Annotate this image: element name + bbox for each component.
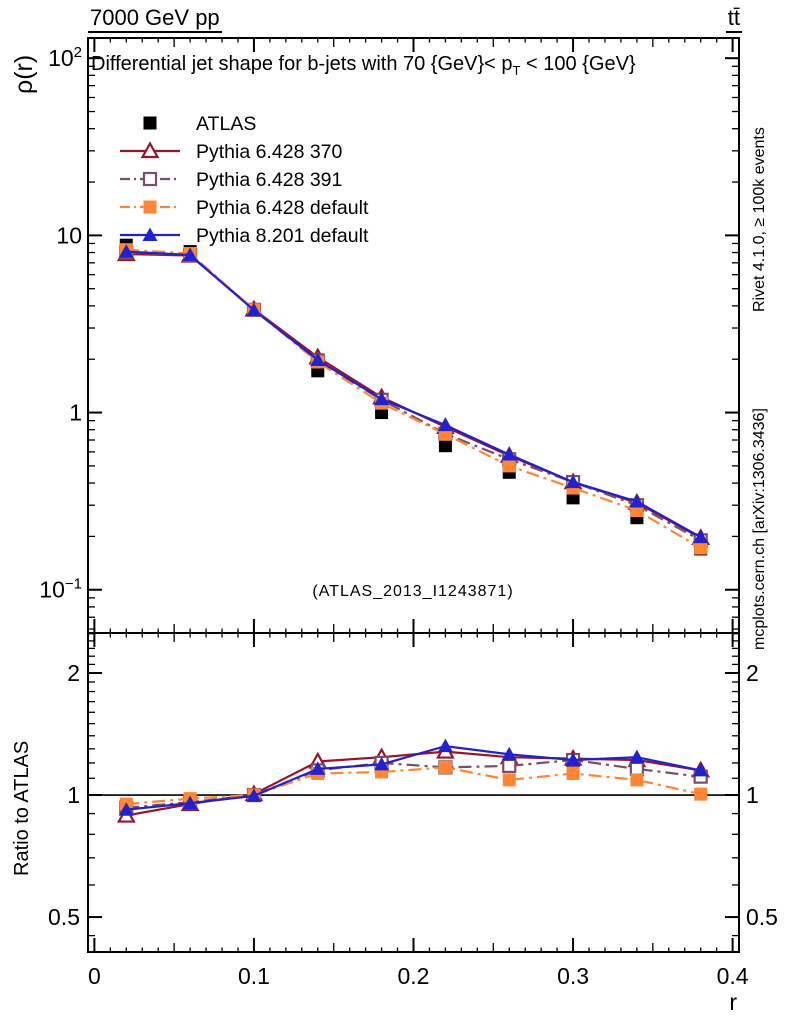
legend-label: Pythia 8.201 default <box>196 225 369 247</box>
rivet-version-note: Rivet 4.1.0, ≥ 100k events <box>751 127 768 312</box>
series-atlas <box>119 238 708 556</box>
ratio-axis-label: Ratio to ATLAS <box>11 741 33 876</box>
svg-text:0.5: 0.5 <box>48 904 80 930</box>
legend-row-pythia-8-201-default: Pythia 8.201 default <box>120 225 369 247</box>
svg-text:2: 2 <box>67 660 80 686</box>
legend-label: Pythia 6.428 default <box>196 197 369 219</box>
series-pythia-6-428-391 <box>119 245 708 815</box>
series-pythia-6-428-default <box>119 243 708 811</box>
svg-text:0: 0 <box>88 963 101 989</box>
svg-text:1: 1 <box>746 782 759 808</box>
legend-label: Pythia 6.428 391 <box>196 169 342 191</box>
svg-text:1: 1 <box>67 782 80 808</box>
svg-text:0.2: 0.2 <box>398 963 430 989</box>
plot-frames <box>87 37 740 953</box>
beam-energy-header: 7000 GeV pp <box>88 5 222 34</box>
svg-text:0.5: 0.5 <box>746 904 778 930</box>
x-axis-label: r <box>729 989 737 1015</box>
series-pythia-8-201-default <box>118 244 709 816</box>
panel-title: Differential jet shape for b-jets with 7… <box>91 53 737 78</box>
data-series <box>88 238 739 823</box>
axis-ticks <box>88 38 739 952</box>
panel-title-post: < 100 {GeV} <box>520 53 636 75</box>
legend-row-pythia-6-428-default: Pythia 6.428 default <box>120 197 369 219</box>
legend-label: Pythia 6.428 370 <box>196 141 343 163</box>
svg-text:10−1: 10−1 <box>39 576 82 603</box>
svg-text:10: 10 <box>56 222 82 248</box>
svg-text:0.3: 0.3 <box>557 963 589 989</box>
watermark: (ATLAS_2013_I1243871) <box>312 583 513 600</box>
mcplots-note: mcplots.cern.ch [arXiv:1306.3436] <box>751 408 768 650</box>
legend-label: ATLAS <box>196 113 256 135</box>
legend-row-pythia-6-428-370: Pythia 6.428 370 <box>120 141 343 163</box>
svg-text:1: 1 <box>69 400 82 426</box>
legend-row-atlas: ATLAS <box>143 113 256 135</box>
legend-row-pythia-6-428-391: Pythia 6.428 391 <box>120 169 342 191</box>
svg-text:102: 102 <box>48 44 82 71</box>
panel-title-pre: Differential jet shape for b-jets with 7… <box>91 53 513 75</box>
legend: ATLAS Pythia 6.428 370 Pythia 6.428 391 Pyt… <box>120 113 369 247</box>
svg-text:2: 2 <box>746 660 759 686</box>
series-pythia-6-428-370 <box>116 244 711 823</box>
panel-title-sub: T <box>512 63 521 78</box>
svg-text:0.4: 0.4 <box>717 963 749 989</box>
process-header: tt̄ <box>725 5 742 34</box>
svg-text:0.1: 0.1 <box>238 963 270 989</box>
y-axis-label: ρ(r) <box>10 55 38 94</box>
axis-tick-labels: 0 0.1 0.2 0.3 0.4 102 10 1 10−1 2 2 1 1 0.5 0.5 <box>39 44 778 989</box>
